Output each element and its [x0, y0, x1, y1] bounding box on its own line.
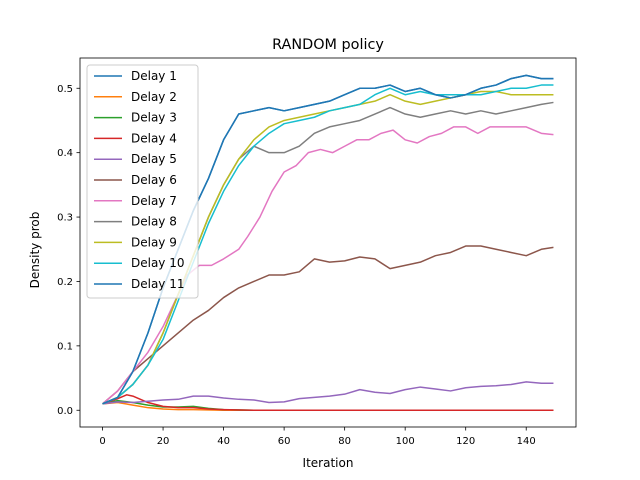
legend-label-delay-5: Delay 5: [131, 152, 177, 166]
series-line-delay-6: [102, 245, 554, 405]
legend-label-delay-7: Delay 7: [131, 194, 177, 208]
x-tick-label: 140: [517, 436, 536, 447]
x-tick-label: 120: [456, 436, 475, 447]
legend-label-delay-11: Delay 11: [131, 277, 185, 291]
legend-label-delay-8: Delay 8: [131, 215, 177, 229]
series-line-delay-5: [102, 381, 554, 405]
y-tick-label: 0.3: [57, 213, 73, 224]
x-tick-label: 20: [157, 436, 170, 447]
axes-frame: [79, 57, 577, 428]
x-tick-label: 80: [338, 436, 351, 447]
x-axis-label: Iteration: [303, 456, 354, 470]
chart-title: RANDOM policy: [272, 37, 384, 53]
x-tick-label: 60: [278, 436, 291, 447]
legend-label-delay-10: Delay 10: [131, 256, 185, 270]
legend-label-delay-6: Delay 6: [131, 173, 177, 187]
y-tick-label: 0.5: [57, 84, 73, 95]
legend-label-delay-2: Delay 2: [131, 90, 177, 104]
series-line-delay-4: [102, 394, 554, 412]
x-tick-label: 40: [217, 436, 230, 447]
y-tick-label: 0.4: [57, 148, 73, 159]
y-tick-label: 0.2: [57, 277, 73, 288]
legend-label-delay-1: Delay 1: [131, 69, 177, 83]
y-axis-label: Density prob: [28, 212, 42, 289]
y-tick-label: 0.0: [57, 406, 73, 417]
legend-label-delay-3: Delay 3: [131, 111, 177, 125]
legend: Delay 1 Delay 2 Delay 3 Delay 4 Delay 5 Delay…: [86, 64, 199, 299]
series-line-delay-10: [102, 84, 554, 405]
legend-box: [86, 64, 199, 299]
legend-label-delay-9: Delay 9: [131, 235, 177, 249]
y-tick-label: 0.1: [57, 341, 73, 352]
x-tick-label: 100: [396, 436, 415, 447]
legend-label-delay-4: Delay 4: [131, 131, 177, 145]
x-tick-label: 0: [99, 436, 105, 447]
